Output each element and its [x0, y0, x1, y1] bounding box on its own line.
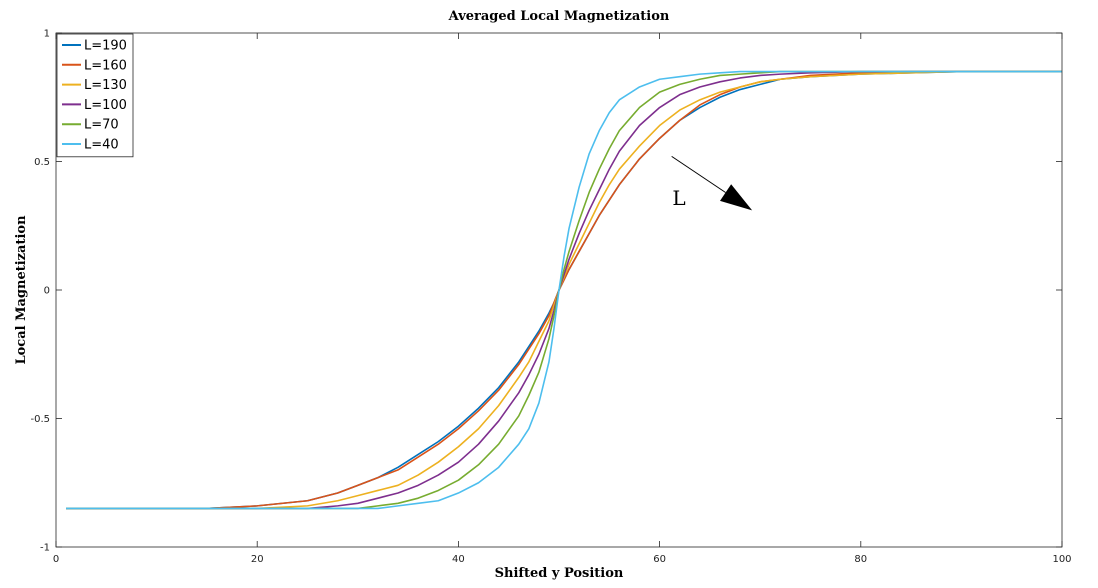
legend: L=190 L=160 L=130 L=100 L=70 L=40	[56, 33, 134, 158]
y-tick-label: 1	[44, 29, 50, 40]
legend-entry-label: L=70	[84, 118, 119, 133]
series-line-l-190	[66, 70, 1062, 510]
x-tick-label: 60	[653, 554, 666, 565]
series-line-l-130	[66, 70, 1062, 510]
y-axis-label: Local Magnetization	[14, 215, 29, 365]
legend-entry-label: L=160	[84, 58, 127, 73]
series-layer	[66, 70, 1062, 510]
y-tick-label: 0	[44, 286, 50, 297]
annotation-arrow-shaft	[671, 155, 726, 193]
annotation-label: L	[672, 186, 685, 210]
x-tick-label: 0	[53, 554, 59, 565]
x-tick-label: 80	[854, 554, 867, 565]
legend-entry-label: L=130	[84, 78, 127, 93]
y-tick-label: 0.5	[34, 157, 50, 168]
chart-title: Averaged Local Magnetization	[448, 9, 670, 24]
legend-entry-label: L=100	[84, 98, 127, 113]
x-tick-label: 100	[1052, 554, 1071, 565]
annotation: L	[671, 155, 753, 211]
series-line-l-40	[66, 70, 1062, 510]
series-line-l-160	[66, 70, 1062, 510]
x-axis-label: Shifted y Position	[495, 566, 624, 581]
axes: 0 20 40 60 80 100 -1 -0.5 0 0.5 1	[30, 29, 1071, 566]
x-tick-label: 20	[251, 554, 264, 565]
series-line-l-70	[66, 70, 1062, 510]
annotation-arrow-head	[720, 184, 753, 211]
y-tick-label: -1	[40, 543, 50, 554]
legend-box	[56, 33, 134, 158]
series-line-l-100	[66, 70, 1062, 510]
y-tick-label: -0.5	[30, 414, 50, 425]
x-tick-label: 40	[452, 554, 465, 565]
legend-entry-label: L=40	[84, 138, 119, 153]
legend-entry-label: L=190	[84, 39, 127, 54]
